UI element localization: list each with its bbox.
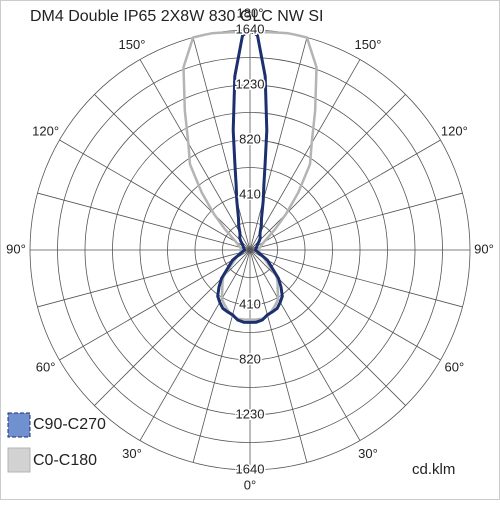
grid-spoke xyxy=(249,139,441,251)
r-tick-label: 820 xyxy=(239,131,261,146)
grid-spoke xyxy=(94,94,251,251)
angle-tick-label: 60° xyxy=(445,359,465,374)
series-line xyxy=(249,28,284,324)
grid-spoke xyxy=(249,249,361,441)
angle-tick-label: 150° xyxy=(119,37,146,52)
grid-spoke xyxy=(59,139,251,251)
grid-spoke xyxy=(249,249,441,361)
r-tick-label: 1640 xyxy=(236,21,265,36)
grid-spoke xyxy=(139,249,251,441)
angle-tick-label: 150° xyxy=(355,37,382,52)
r-tick-label: 1230 xyxy=(236,406,265,421)
grid-spoke xyxy=(249,37,308,251)
grid-spoke xyxy=(59,249,251,361)
unit-label: cd.klm xyxy=(412,461,455,478)
grid-spoke xyxy=(192,37,251,251)
grid-spoke xyxy=(249,192,463,251)
series-line xyxy=(249,30,318,322)
series-line xyxy=(216,28,251,324)
grid-spoke xyxy=(249,59,361,251)
r-tick-label: 1640 xyxy=(236,461,265,476)
legend-label: C90-C270 xyxy=(33,416,106,433)
grid-spoke xyxy=(139,59,251,251)
angle-tick-label: 120° xyxy=(32,123,59,138)
grid-spoke xyxy=(249,94,406,251)
legend-swatch xyxy=(7,412,31,438)
grid-spoke xyxy=(37,192,251,251)
angle-tick-label: 30° xyxy=(122,446,142,461)
chart-title: DM4 Double IP65 2X8W 830 GLC NW SI xyxy=(30,8,323,25)
grid-spoke xyxy=(37,249,251,308)
r-tick-label: 820 xyxy=(239,351,261,366)
r-tick-label: 1230 xyxy=(236,76,265,91)
series-line xyxy=(182,30,251,322)
grid-spoke xyxy=(249,249,308,463)
r-tick-label: 410 xyxy=(239,186,261,201)
angle-tick-label: 180° xyxy=(237,5,264,20)
angle-tick-label: 90° xyxy=(474,241,494,256)
grid-spoke xyxy=(192,249,251,463)
angle-tick-label: 120° xyxy=(441,123,468,138)
angle-tick-label: 90° xyxy=(6,241,26,256)
legend-label: C0-C180 xyxy=(33,452,97,469)
grid-spoke xyxy=(249,249,463,308)
angle-tick-label: 60° xyxy=(36,359,56,374)
r-tick-label: 410 xyxy=(239,296,261,311)
legend-swatch xyxy=(7,447,31,473)
angle-tick-label: 30° xyxy=(358,446,378,461)
angle-tick-label: 0° xyxy=(244,477,256,492)
